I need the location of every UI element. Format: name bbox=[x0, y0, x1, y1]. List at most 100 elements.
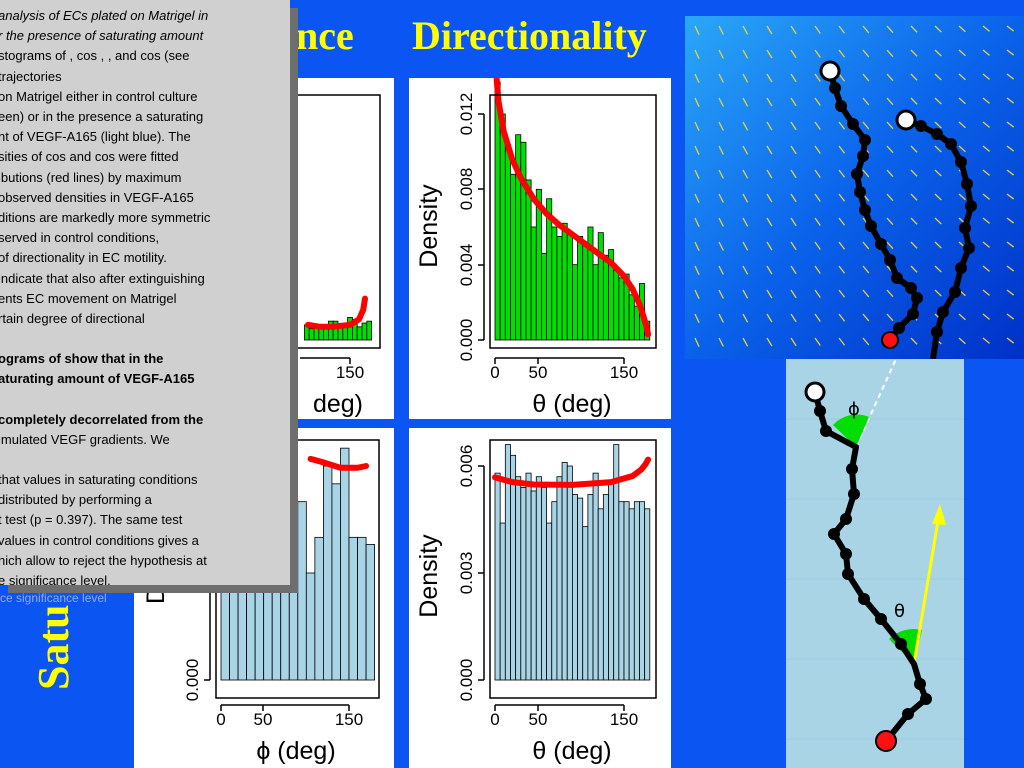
caption-line: ograms of show that in the bbox=[0, 351, 164, 367]
histogram-bar bbox=[582, 243, 589, 341]
gradient-arrow bbox=[982, 265, 990, 272]
gradient-arrow bbox=[886, 145, 894, 154]
gradient-arrow bbox=[694, 289, 700, 299]
histogram-bar bbox=[348, 536, 358, 681]
histogram-bar bbox=[510, 173, 517, 341]
gradient-arrow bbox=[694, 73, 700, 83]
gradient-arrow bbox=[958, 145, 966, 153]
x-tick-label: 0 bbox=[490, 363, 499, 382]
gradient-arrow bbox=[766, 97, 773, 107]
gradient-arrow bbox=[766, 217, 773, 227]
gradient-arrow bbox=[910, 25, 918, 33]
x-tick-label: 150 bbox=[335, 710, 363, 729]
caption-line: that values in saturating conditions bbox=[0, 472, 198, 488]
gradient-arrow bbox=[718, 265, 724, 275]
gradient-arrow bbox=[718, 121, 724, 131]
gradient-arrow bbox=[982, 49, 990, 56]
gradient-arrow bbox=[718, 145, 724, 155]
caption-tooltip: analysis of ECs plated on Matrigel in r … bbox=[0, 0, 290, 585]
gradient-arrow bbox=[934, 193, 942, 201]
gradient-arrow bbox=[838, 265, 846, 274]
histogram-bar bbox=[551, 226, 558, 341]
gradient-arrow bbox=[718, 337, 724, 347]
gradient-arrow bbox=[1006, 313, 1015, 320]
gradient-arrow bbox=[694, 169, 700, 179]
gradient-arrow bbox=[790, 145, 797, 155]
gradient-arrow bbox=[1006, 193, 1015, 200]
gradient-arrow bbox=[886, 217, 894, 226]
gradient-arrow bbox=[766, 337, 773, 347]
gradient-arrow bbox=[694, 265, 700, 275]
histogram-panel-bottom-right: 0.000 0.003 0.006 0 50 150 Density θ (de… bbox=[409, 428, 671, 768]
gradient-arrow bbox=[862, 121, 870, 130]
gradient-arrow bbox=[838, 145, 846, 154]
histogram-bar bbox=[525, 179, 532, 341]
gradient-arrow bbox=[934, 265, 942, 273]
gradient-arrow bbox=[982, 145, 990, 152]
histogram-bar bbox=[639, 501, 646, 681]
gradient-arrow bbox=[910, 265, 918, 273]
gradient-arrows bbox=[694, 25, 1015, 347]
gradient-arrow bbox=[814, 145, 821, 154]
gradient-arrow bbox=[838, 121, 846, 130]
gradient-arrow bbox=[718, 25, 724, 35]
bars-top-right bbox=[494, 81, 651, 341]
gradient-arrow bbox=[718, 241, 724, 251]
gradient-arrow bbox=[958, 337, 966, 345]
vector-field-background bbox=[685, 16, 1024, 359]
histogram-bar bbox=[561, 462, 568, 681]
histogram-bar bbox=[510, 454, 517, 681]
gradient-arrow bbox=[934, 217, 942, 225]
caption-line: stograms of , cos , , and cos (see bbox=[0, 48, 190, 64]
phi-label: ϕ bbox=[848, 399, 860, 420]
caption-line: distributed by performing a bbox=[0, 492, 152, 508]
y-ticks-top-right bbox=[478, 113, 484, 341]
x-tick-label: 50 bbox=[529, 363, 548, 382]
gradient-arrow bbox=[814, 193, 821, 202]
x-ticks-bottom-left bbox=[220, 705, 350, 711]
gradient-arrow bbox=[886, 289, 894, 298]
histogram-bar bbox=[288, 508, 299, 681]
trajectory-points bbox=[814, 405, 932, 720]
caption-line: analysis of ECs plated on Matrigel in bbox=[0, 8, 209, 23]
gradient-arrow bbox=[814, 121, 821, 130]
trajectory-start-marker bbox=[895, 109, 917, 131]
gradient-arrow bbox=[982, 217, 990, 224]
gradient-arrow bbox=[1006, 49, 1015, 56]
caption-line: served in control conditions, bbox=[0, 230, 160, 246]
caption-line: on Matrigel either in control culture bbox=[0, 88, 198, 104]
caption-line: hich allow to reject the hypothesis at bbox=[0, 552, 207, 568]
trajectory-end-marker bbox=[875, 730, 897, 752]
histogram-bar bbox=[556, 476, 563, 681]
gradient-arrow bbox=[886, 313, 894, 322]
histogram-bar bbox=[530, 226, 537, 341]
trajectory-start-marker bbox=[804, 381, 826, 403]
gradient-arrow bbox=[1006, 265, 1015, 272]
histogram-bottom-left: 0.000 0 50 150 De ϕ (deg) bbox=[142, 439, 380, 765]
histogram-bar bbox=[356, 326, 363, 341]
histogram-bar bbox=[305, 572, 316, 681]
gradient-arrow bbox=[958, 73, 966, 81]
gradient-arrow bbox=[838, 49, 846, 58]
gradient-arrow bbox=[718, 217, 724, 227]
bars-top-left bbox=[303, 316, 373, 341]
gradient-arrow bbox=[742, 337, 749, 347]
caption-ghost-text: ce significance level bbox=[0, 591, 107, 605]
gradient-arrow bbox=[790, 121, 797, 131]
gradient-arrow bbox=[862, 97, 870, 106]
trajectory-background bbox=[786, 359, 964, 768]
gradient-arrow bbox=[766, 241, 773, 251]
histogram-bar bbox=[556, 236, 563, 341]
gradient-arrow bbox=[1006, 337, 1015, 344]
x-tick-label: 0 bbox=[490, 710, 499, 729]
histogram-bar bbox=[597, 508, 604, 681]
x-axis-label-top-left: deg) bbox=[313, 390, 363, 418]
gradient-arrow bbox=[766, 121, 773, 131]
gradient-arrow bbox=[742, 289, 749, 299]
gradient-arrow bbox=[910, 97, 918, 105]
y-tick-label: 0.003 bbox=[457, 552, 476, 595]
y-tick-label: 0.012 bbox=[457, 93, 476, 136]
gradient-arrow bbox=[982, 313, 990, 320]
histogram-top-left: 150 deg) bbox=[280, 94, 381, 418]
gradient-arrow bbox=[1006, 97, 1015, 104]
